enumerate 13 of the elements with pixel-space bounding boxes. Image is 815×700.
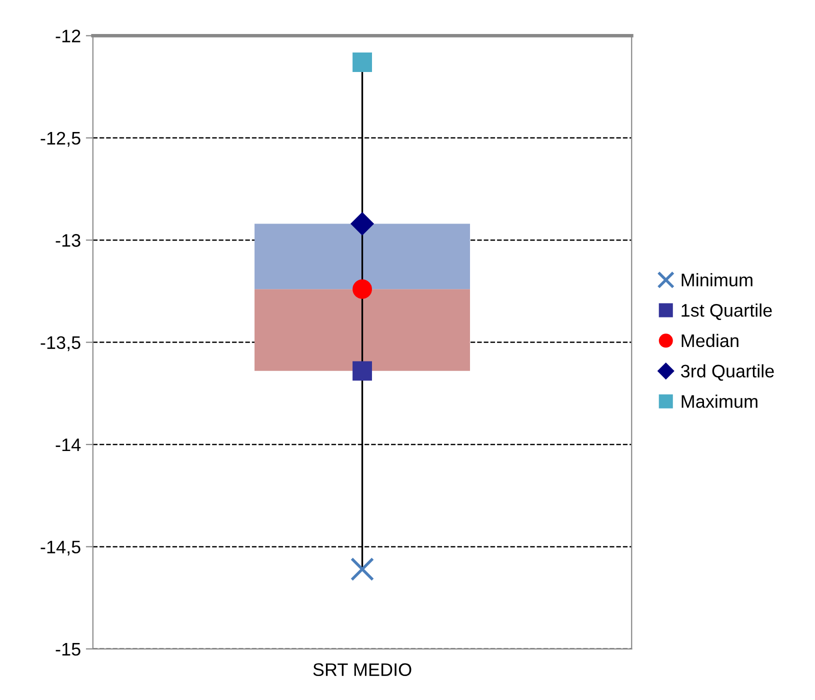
legend-label: 1st Quartile: [682, 304, 772, 320]
legend-label: Maximum: [682, 394, 758, 408]
y-tick-label: -13: [56, 234, 80, 247]
y-tick-label: -12,5: [40, 132, 80, 147]
x-tick-label: SRT MEDIO: [313, 663, 412, 676]
y-tick-label: -14,5: [40, 540, 80, 556]
legend-label: 3rd Quartile: [681, 364, 774, 381]
y-tick-label: -14: [56, 438, 81, 452]
y-tick-label: -13,5: [40, 336, 80, 352]
legend-label: Median: [682, 334, 738, 348]
y-tick-label: -15: [56, 643, 80, 656]
y-tick-label: -12: [56, 30, 80, 42]
legend-label: Minimum: [682, 273, 752, 286]
